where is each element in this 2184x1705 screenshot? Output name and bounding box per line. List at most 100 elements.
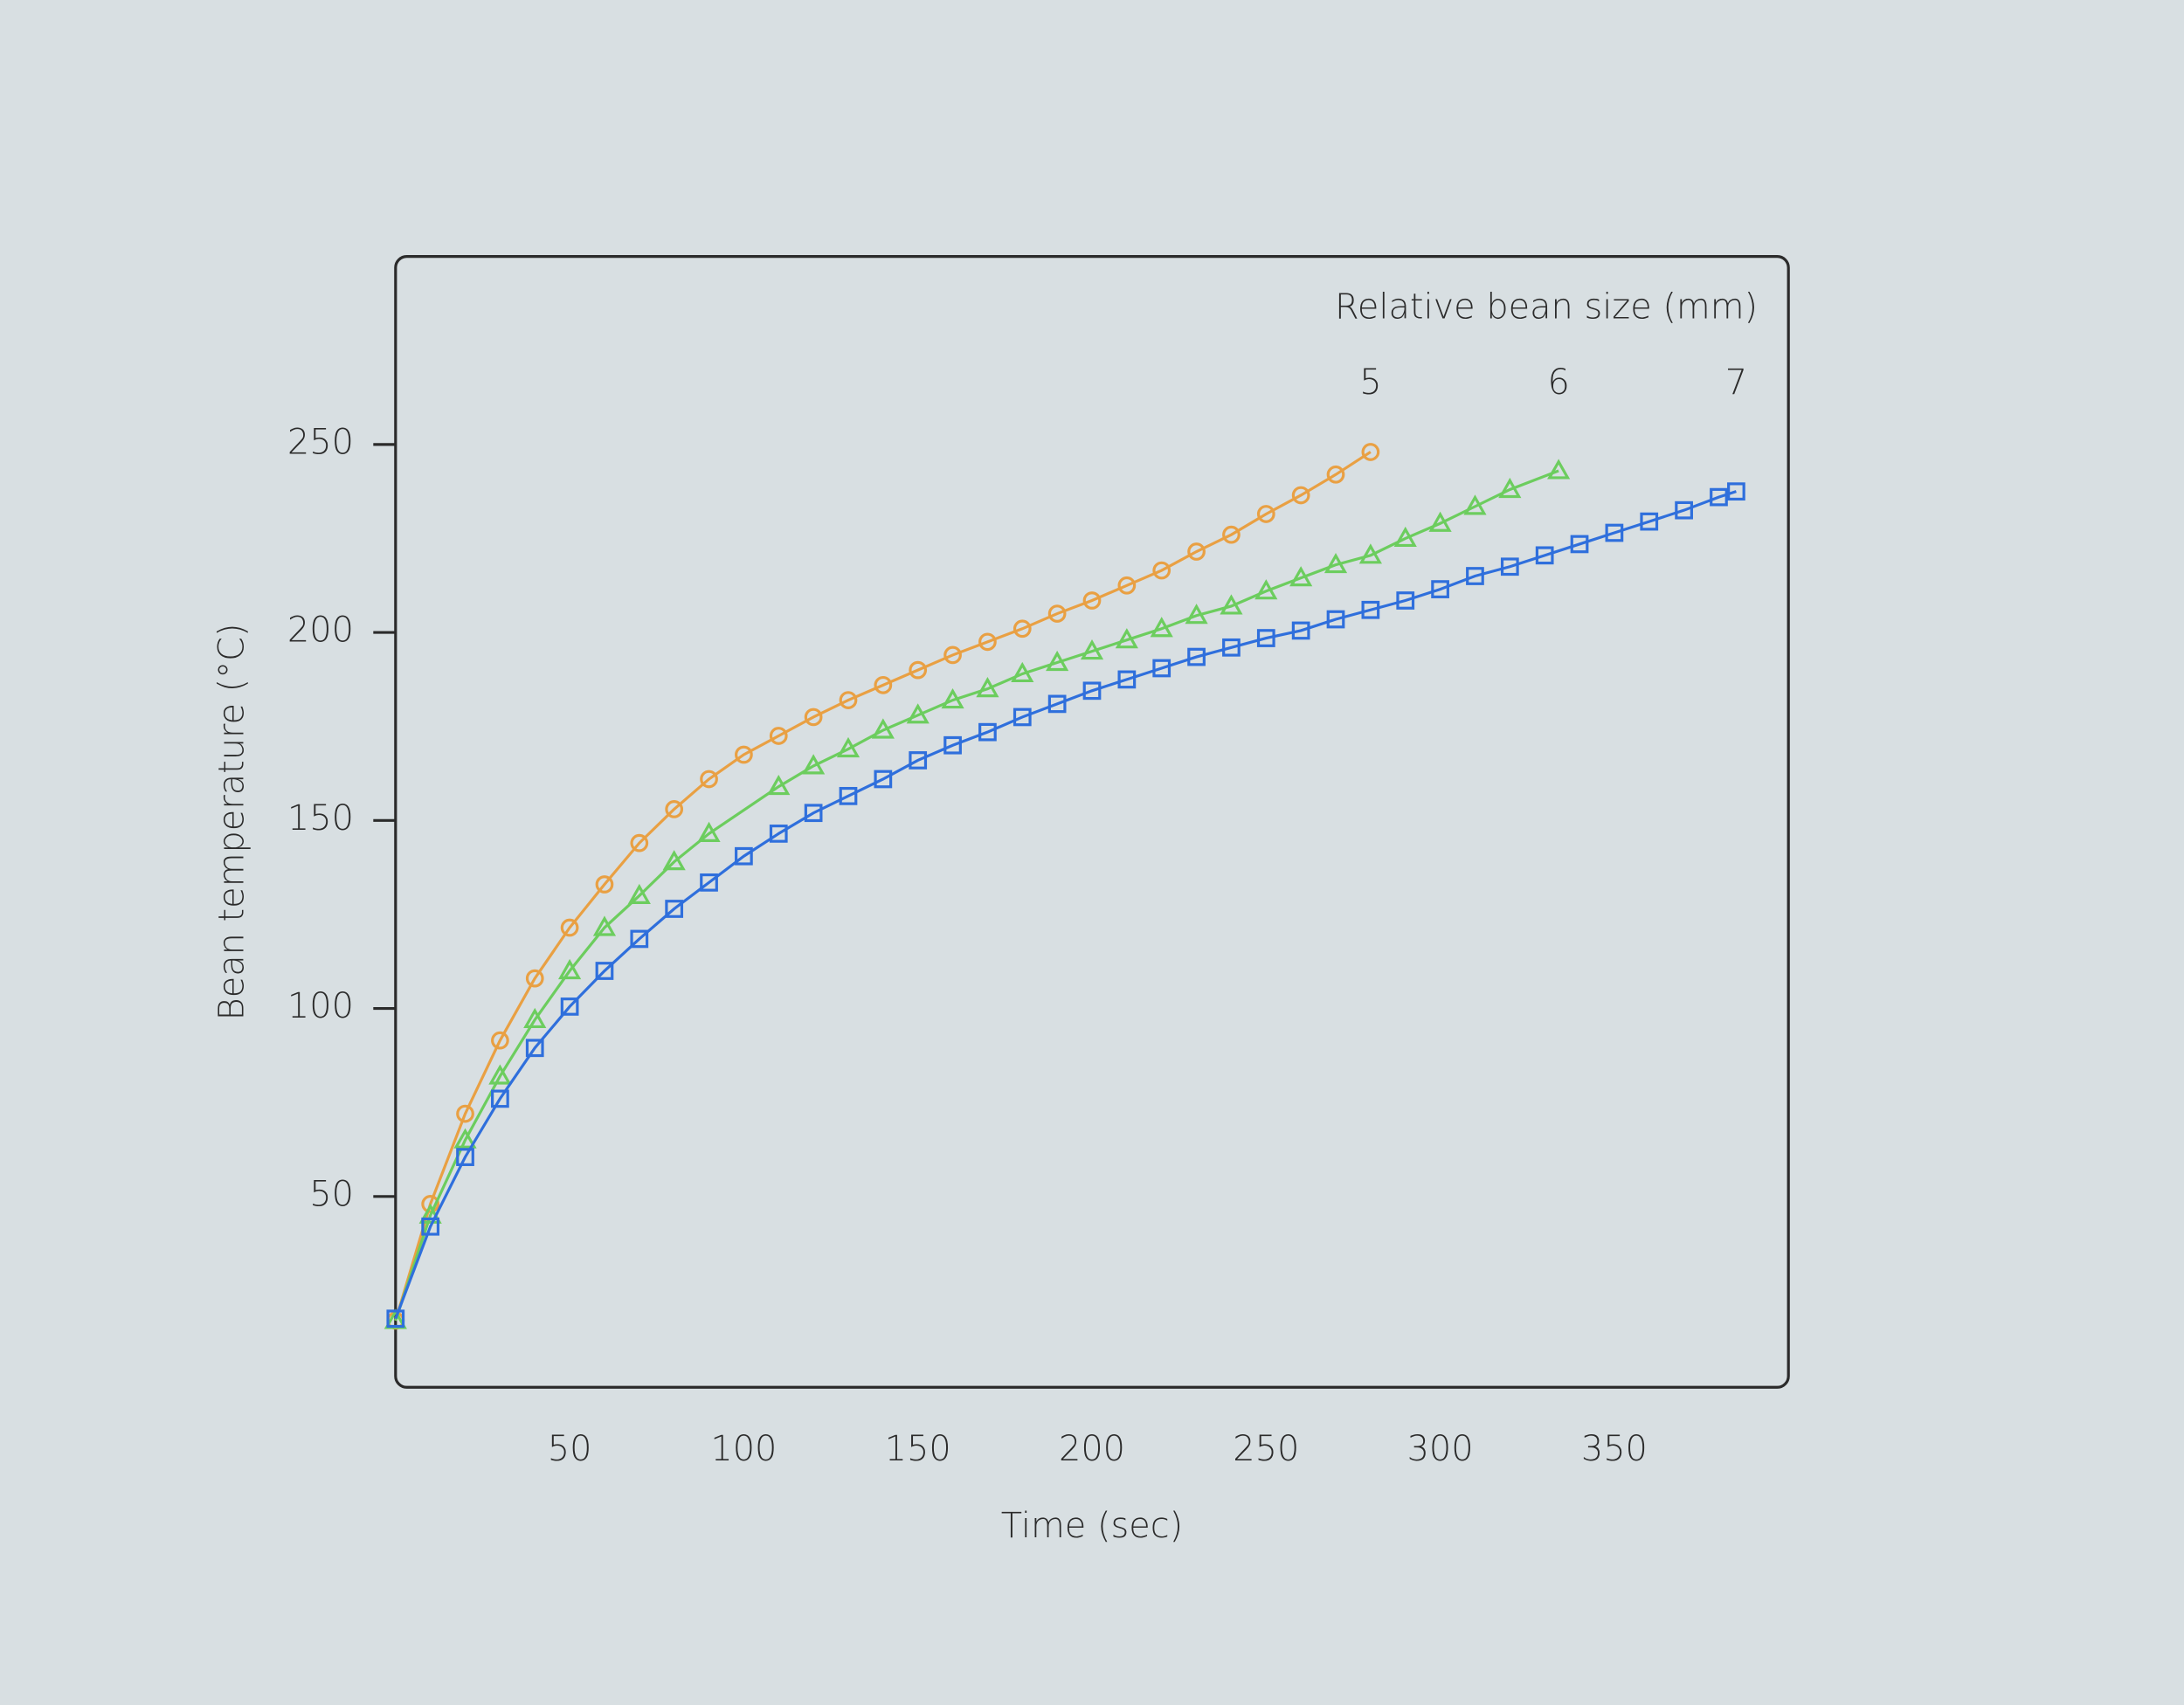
point — [1047, 604, 1067, 623]
point — [558, 958, 582, 980]
point — [1324, 552, 1348, 574]
x-tick-label: 200 — [1059, 1429, 1125, 1469]
point — [1431, 580, 1449, 598]
point — [491, 1031, 509, 1050]
point — [1291, 621, 1310, 640]
point — [525, 969, 544, 988]
point — [735, 846, 753, 866]
point — [1185, 604, 1208, 625]
point — [1256, 505, 1275, 523]
legend-label: 6 — [1547, 362, 1569, 403]
point — [1605, 523, 1624, 542]
point — [943, 645, 962, 665]
point — [560, 997, 579, 1016]
point — [874, 770, 893, 789]
point — [1115, 628, 1138, 649]
point — [595, 875, 614, 894]
point — [735, 745, 753, 764]
point — [1463, 494, 1487, 515]
point — [1080, 639, 1104, 660]
point — [665, 800, 684, 818]
point — [386, 1309, 405, 1329]
point — [1396, 591, 1415, 610]
y-tick-label: 50 — [309, 1174, 354, 1214]
point — [1220, 594, 1243, 615]
point — [839, 691, 858, 709]
point — [943, 735, 962, 755]
point — [767, 774, 791, 796]
point — [941, 687, 964, 709]
point — [1117, 576, 1137, 595]
point — [1152, 659, 1171, 678]
y-tick-label: 150 — [287, 798, 354, 839]
point — [665, 900, 684, 918]
point — [421, 1217, 440, 1236]
point — [802, 754, 826, 775]
y-tick-label: 200 — [287, 611, 354, 651]
point — [630, 833, 649, 852]
y-axis-label: Bean temperature (°C) — [211, 623, 252, 1020]
point — [1011, 661, 1034, 683]
legend-label: 7 — [1725, 362, 1747, 403]
x-tick-label: 150 — [885, 1429, 951, 1469]
point — [978, 722, 997, 742]
point — [1640, 512, 1659, 531]
y-tick-label: 100 — [287, 986, 354, 1026]
point — [1361, 443, 1380, 461]
point — [1152, 561, 1171, 580]
point — [456, 1104, 474, 1123]
series-line — [394, 490, 1737, 1320]
point — [836, 736, 860, 758]
point — [1710, 487, 1728, 507]
legend-title: Relative bean size (mm) — [1335, 287, 1758, 328]
point — [1570, 535, 1589, 554]
point — [1428, 511, 1452, 532]
point — [1047, 694, 1067, 714]
point — [1326, 465, 1345, 484]
point — [909, 660, 928, 680]
point — [874, 675, 893, 694]
point — [1547, 459, 1571, 480]
point — [592, 915, 617, 936]
point — [906, 703, 930, 724]
point — [1358, 543, 1382, 564]
point — [700, 873, 718, 892]
point — [453, 1128, 477, 1149]
point — [909, 751, 928, 770]
point — [523, 1007, 547, 1029]
point — [1046, 650, 1069, 672]
point — [525, 1039, 544, 1058]
point — [1254, 579, 1278, 600]
point — [1256, 629, 1275, 647]
x-tick-label: 250 — [1233, 1429, 1299, 1469]
point — [1291, 486, 1310, 505]
point — [1326, 610, 1345, 629]
point — [1013, 619, 1032, 639]
point — [456, 1148, 474, 1166]
point — [627, 883, 651, 904]
point — [1466, 567, 1484, 585]
x-tick-label: 100 — [710, 1429, 777, 1469]
point — [418, 1203, 442, 1224]
point — [769, 727, 788, 745]
point — [1222, 638, 1241, 657]
x-tick-label: 300 — [1407, 1429, 1474, 1469]
point — [871, 718, 895, 739]
series-line — [394, 451, 1372, 1322]
y-tick-label: 250 — [287, 422, 354, 462]
legend-label: 5 — [1359, 362, 1381, 403]
point — [1187, 542, 1206, 561]
point — [1498, 477, 1522, 499]
point — [488, 1064, 512, 1085]
point — [1727, 482, 1745, 501]
point — [630, 929, 649, 949]
point — [804, 804, 823, 823]
point — [1361, 600, 1380, 619]
point — [1150, 617, 1173, 638]
x-axis-label: Time (sec) — [1001, 1506, 1183, 1546]
point — [839, 786, 858, 805]
point — [1222, 525, 1241, 544]
